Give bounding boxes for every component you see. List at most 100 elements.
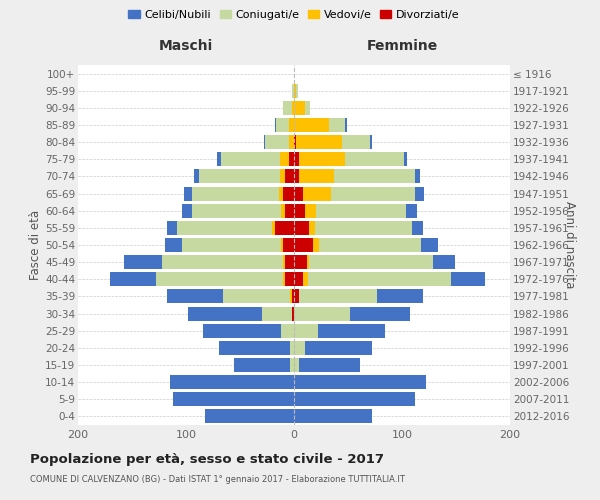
Bar	[294, 170, 421, 183]
Bar	[280, 170, 294, 183]
Bar	[217, 152, 294, 166]
Bar	[279, 186, 294, 200]
Bar	[294, 152, 345, 166]
Bar	[281, 238, 294, 252]
Bar	[193, 204, 294, 218]
Bar	[292, 101, 294, 115]
Bar	[162, 255, 294, 269]
Bar	[156, 272, 294, 286]
Bar	[193, 186, 294, 200]
Bar	[170, 375, 294, 389]
Bar	[294, 186, 415, 200]
Bar	[294, 170, 334, 183]
Bar	[294, 152, 299, 166]
Bar	[262, 306, 294, 320]
Bar	[294, 204, 316, 218]
Bar	[290, 358, 294, 372]
Bar	[294, 118, 347, 132]
Bar	[281, 324, 294, 338]
Bar	[188, 306, 294, 320]
Bar	[280, 152, 294, 166]
Bar	[294, 255, 309, 269]
Bar	[294, 118, 329, 132]
Bar	[294, 152, 407, 166]
Bar	[294, 306, 350, 320]
Bar	[294, 204, 406, 218]
Bar	[294, 204, 417, 218]
Bar	[265, 135, 294, 149]
Bar	[289, 135, 294, 149]
Bar	[294, 238, 313, 252]
Bar	[289, 152, 294, 166]
Bar	[182, 204, 294, 218]
Bar	[264, 135, 294, 149]
Bar	[283, 255, 294, 269]
Bar	[294, 290, 299, 304]
Bar	[294, 84, 298, 98]
Bar	[294, 221, 309, 235]
Bar	[292, 290, 294, 304]
Bar	[286, 170, 294, 183]
Bar	[294, 118, 345, 132]
Bar	[167, 290, 294, 304]
Bar	[124, 255, 294, 269]
Text: Maschi: Maschi	[159, 39, 213, 53]
Bar	[294, 341, 305, 355]
Bar	[286, 272, 294, 286]
Bar	[294, 238, 421, 252]
Bar	[283, 238, 294, 252]
Bar	[275, 221, 294, 235]
Bar	[182, 238, 294, 252]
Bar	[294, 221, 422, 235]
Bar	[294, 290, 299, 304]
Bar	[294, 324, 318, 338]
Text: Popolazione per età, sesso e stato civile - 2017: Popolazione per età, sesso e stato civil…	[30, 452, 384, 466]
Bar	[294, 306, 410, 320]
Bar	[294, 221, 314, 235]
Legend: Celibi/Nubili, Coniugati/e, Vedovi/e, Divorziati/e: Celibi/Nubili, Coniugati/e, Vedovi/e, Di…	[124, 6, 464, 25]
Bar	[220, 341, 294, 355]
Bar	[294, 186, 424, 200]
Bar	[283, 101, 294, 115]
Bar	[294, 84, 296, 98]
Bar	[272, 221, 294, 235]
Bar	[294, 221, 412, 235]
Bar	[294, 135, 296, 149]
Bar	[110, 272, 294, 286]
Bar	[283, 272, 294, 286]
Bar	[286, 204, 294, 218]
Bar	[294, 341, 372, 355]
Bar	[294, 255, 433, 269]
Y-axis label: Fasce di età: Fasce di età	[29, 210, 42, 280]
Bar	[178, 221, 294, 235]
Bar	[294, 186, 331, 200]
Bar	[294, 358, 360, 372]
Bar	[292, 84, 294, 98]
Bar	[203, 324, 294, 338]
Bar	[294, 101, 305, 115]
Bar	[294, 84, 298, 98]
Bar	[292, 306, 294, 320]
Bar	[294, 272, 308, 286]
Bar	[294, 255, 307, 269]
Bar	[294, 255, 455, 269]
Bar	[221, 152, 294, 166]
Bar	[205, 410, 294, 424]
Bar	[283, 186, 294, 200]
Bar	[294, 392, 415, 406]
Text: Femmine: Femmine	[367, 39, 437, 53]
Bar	[294, 186, 302, 200]
Bar	[294, 135, 341, 149]
Bar	[294, 290, 377, 304]
Bar	[283, 101, 294, 115]
Bar	[294, 238, 437, 252]
Bar	[294, 135, 370, 149]
Bar	[294, 290, 422, 304]
Bar	[294, 101, 310, 115]
Y-axis label: Anni di nascita: Anni di nascita	[563, 202, 577, 288]
Bar	[275, 118, 294, 132]
Bar	[294, 238, 319, 252]
Bar	[294, 272, 451, 286]
Bar	[233, 358, 294, 372]
Bar	[281, 204, 294, 218]
